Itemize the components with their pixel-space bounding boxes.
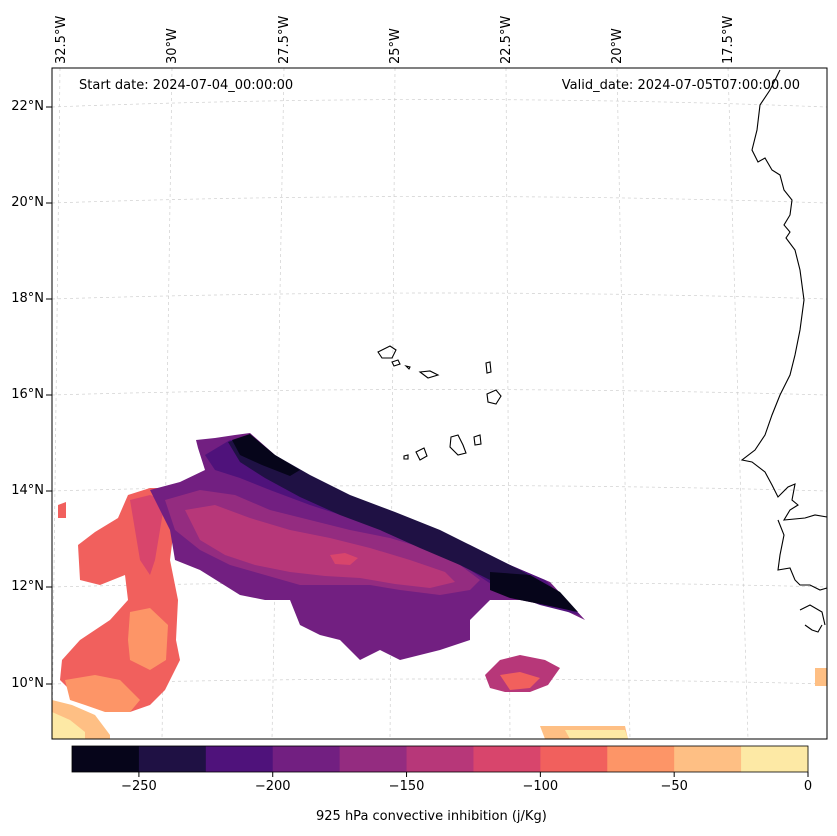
colorbar-bin [205, 746, 274, 772]
africa-coast [740, 69, 828, 633]
colorbar-bin [72, 746, 140, 772]
island-brava [403, 454, 409, 460]
contour-darkest-east [490, 572, 578, 612]
contour-darker-ridge [228, 436, 575, 612]
colorbar-bin [272, 746, 341, 772]
contour-west-inner [130, 495, 165, 575]
coastlines [377, 69, 828, 633]
lon-label-30w: 30°W [165, 28, 180, 64]
island-sao-nicolau [418, 370, 440, 379]
contour-bottom-strip-inner [565, 730, 628, 739]
island-fogo [415, 447, 428, 461]
colorbar-frame [71, 745, 809, 773]
colorbar-tick-label: 0 [803, 779, 813, 794]
lat-label-22n: 22°N [11, 99, 44, 114]
island-boa-vista [486, 389, 502, 405]
lat-label-10n: 10°N [11, 676, 44, 691]
contour-west-orange [65, 675, 140, 712]
contour-band-peak [330, 553, 358, 565]
contour-darkest-core [232, 434, 300, 476]
lat-label-14n: 14°N [11, 483, 44, 498]
tick-marks [46, 106, 52, 685]
island-maio [473, 434, 482, 446]
cin-contours [52, 433, 827, 739]
lat-label-12n: 12°N [11, 579, 44, 594]
island-santiago [449, 434, 467, 456]
colorbar-tick-label: −50 [660, 779, 688, 794]
contour-west-light [128, 608, 168, 670]
lon-label-20w: 20°W [610, 28, 625, 64]
colorbar-bin [473, 746, 541, 772]
start-date-annotation: Start date: 2024-07-04_00:00:00 [79, 78, 294, 93]
island-sal [485, 361, 492, 374]
map-frame [51, 67, 828, 740]
lon-label-17-5w: 17.5°W [721, 15, 736, 64]
contour-south-patch-inner [500, 672, 540, 690]
island-santa-luzia [404, 364, 411, 370]
colorbar-tick-label: −250 [121, 779, 157, 794]
colorbar-bin [540, 746, 608, 772]
valid-date-annotation: Valid_date: 2024-07-05T07:00:00.00 [561, 78, 800, 93]
colorbar-bin [741, 746, 809, 772]
colorbar [71, 745, 809, 777]
colorbar-bin [607, 746, 675, 772]
lat-label-16n: 16°N [11, 387, 44, 402]
colorbar-tick-label: −150 [388, 779, 425, 794]
contour-band-core [185, 505, 455, 588]
colorbar-tick-label: −100 [522, 779, 559, 794]
colorbar-bin [339, 746, 408, 772]
lon-label-22-5w: 22.5°W [499, 15, 514, 64]
island-santo-antao [377, 345, 397, 359]
contour-east-speck [815, 668, 827, 686]
lon-label-25w: 25°W [388, 28, 403, 64]
island-sao-vicente [391, 359, 401, 367]
colorbar-bin [138, 746, 207, 772]
lon-label-27-5w: 27.5°W [277, 15, 292, 64]
lat-label-18n: 18°N [11, 291, 44, 306]
lat-label-20n: 20°N [11, 195, 44, 210]
colorbar-bin [674, 746, 742, 772]
contour-southwest-yellow [52, 712, 85, 739]
colorbar-bin [406, 746, 474, 772]
colorbar-tick-label: −200 [254, 779, 291, 794]
colorbar-label: 925 hPa convective inhibition (j/Kg) [316, 809, 547, 824]
contour-edge-speck [58, 502, 66, 518]
lon-label-32-5w: 32.5°W [54, 15, 69, 64]
